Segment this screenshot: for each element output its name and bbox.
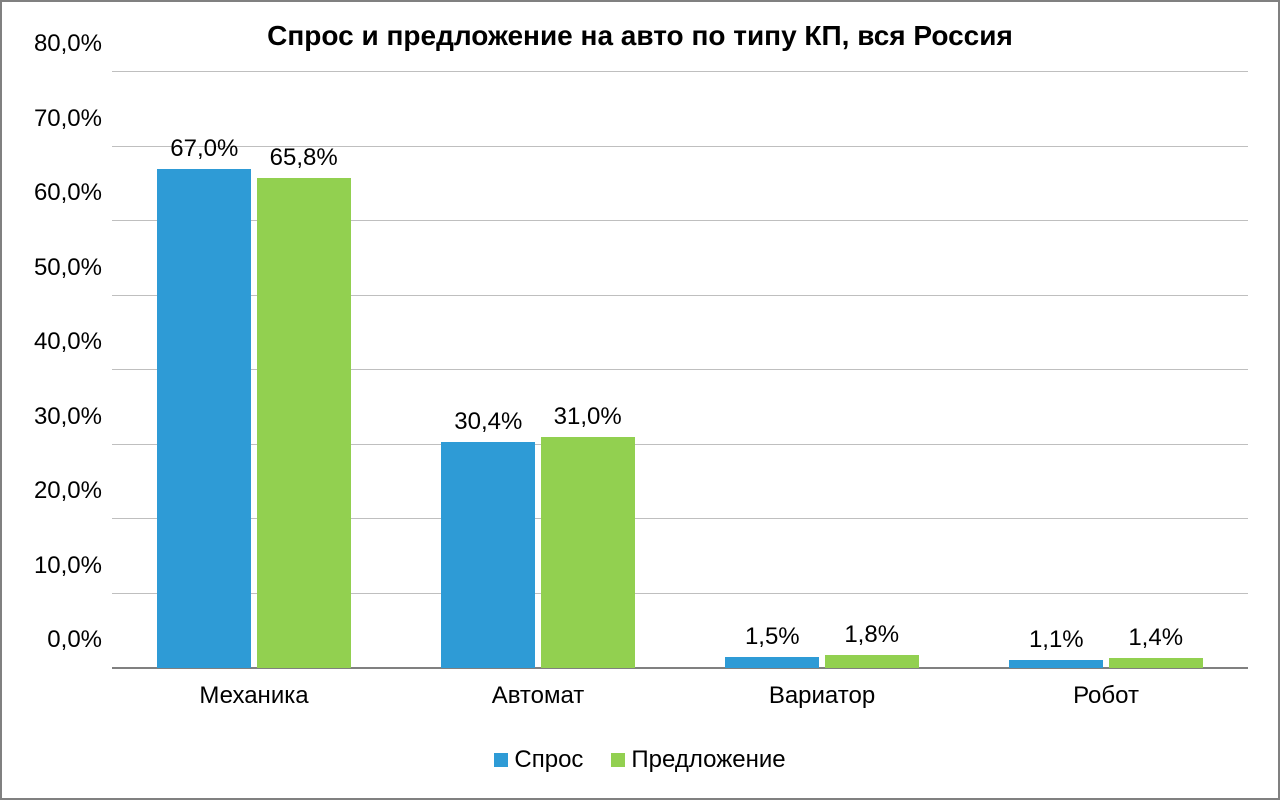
plot-area: 0,0%10,0%20,0%30,0%40,0%50,0%60,0%70,0%8… <box>112 72 1248 668</box>
bar <box>257 178 351 668</box>
bar-value-label: 1,1% <box>1029 626 1084 654</box>
bar-value-label: 65,8% <box>270 144 338 172</box>
legend-item: Спрос <box>494 746 583 774</box>
x-tick-label: Автомат <box>492 682 585 710</box>
legend-item: Предложение <box>611 746 785 774</box>
legend-label: Спрос <box>514 746 583 774</box>
y-tick-label: 10,0% <box>34 552 102 580</box>
x-tick-label: Вариатор <box>769 682 875 710</box>
y-tick-label: 0,0% <box>47 626 102 654</box>
legend-swatch <box>611 753 625 767</box>
bar <box>1109 658 1203 668</box>
chart-frame: Спрос и предложение на авто по типу КП, … <box>0 0 1280 800</box>
legend-swatch <box>494 753 508 767</box>
x-tick-label: Робот <box>1073 682 1139 710</box>
x-tick-label: Механика <box>199 682 308 710</box>
bar-value-label: 30,4% <box>454 408 522 436</box>
y-tick-label: 20,0% <box>34 477 102 505</box>
y-tick-label: 40,0% <box>34 328 102 356</box>
bar <box>541 437 635 668</box>
legend: Спрос Предложение <box>2 746 1278 774</box>
bar-value-label: 1,8% <box>844 621 899 649</box>
bar <box>725 657 819 668</box>
bar-value-label: 31,0% <box>554 403 622 431</box>
bar <box>825 655 919 668</box>
chart-title: Спрос и предложение на авто по типу КП, … <box>2 20 1278 52</box>
y-tick-label: 70,0% <box>34 105 102 133</box>
bar-value-label: 67,0% <box>170 135 238 163</box>
y-tick-label: 80,0% <box>34 30 102 58</box>
gridline <box>112 71 1248 72</box>
y-tick-label: 30,0% <box>34 403 102 431</box>
bar-value-label: 1,5% <box>745 623 800 651</box>
bar <box>441 442 535 668</box>
bar <box>1009 660 1103 668</box>
y-tick-label: 60,0% <box>34 179 102 207</box>
legend-label: Предложение <box>631 746 785 774</box>
bar <box>157 169 251 668</box>
y-tick-label: 50,0% <box>34 254 102 282</box>
bar-value-label: 1,4% <box>1128 624 1183 652</box>
